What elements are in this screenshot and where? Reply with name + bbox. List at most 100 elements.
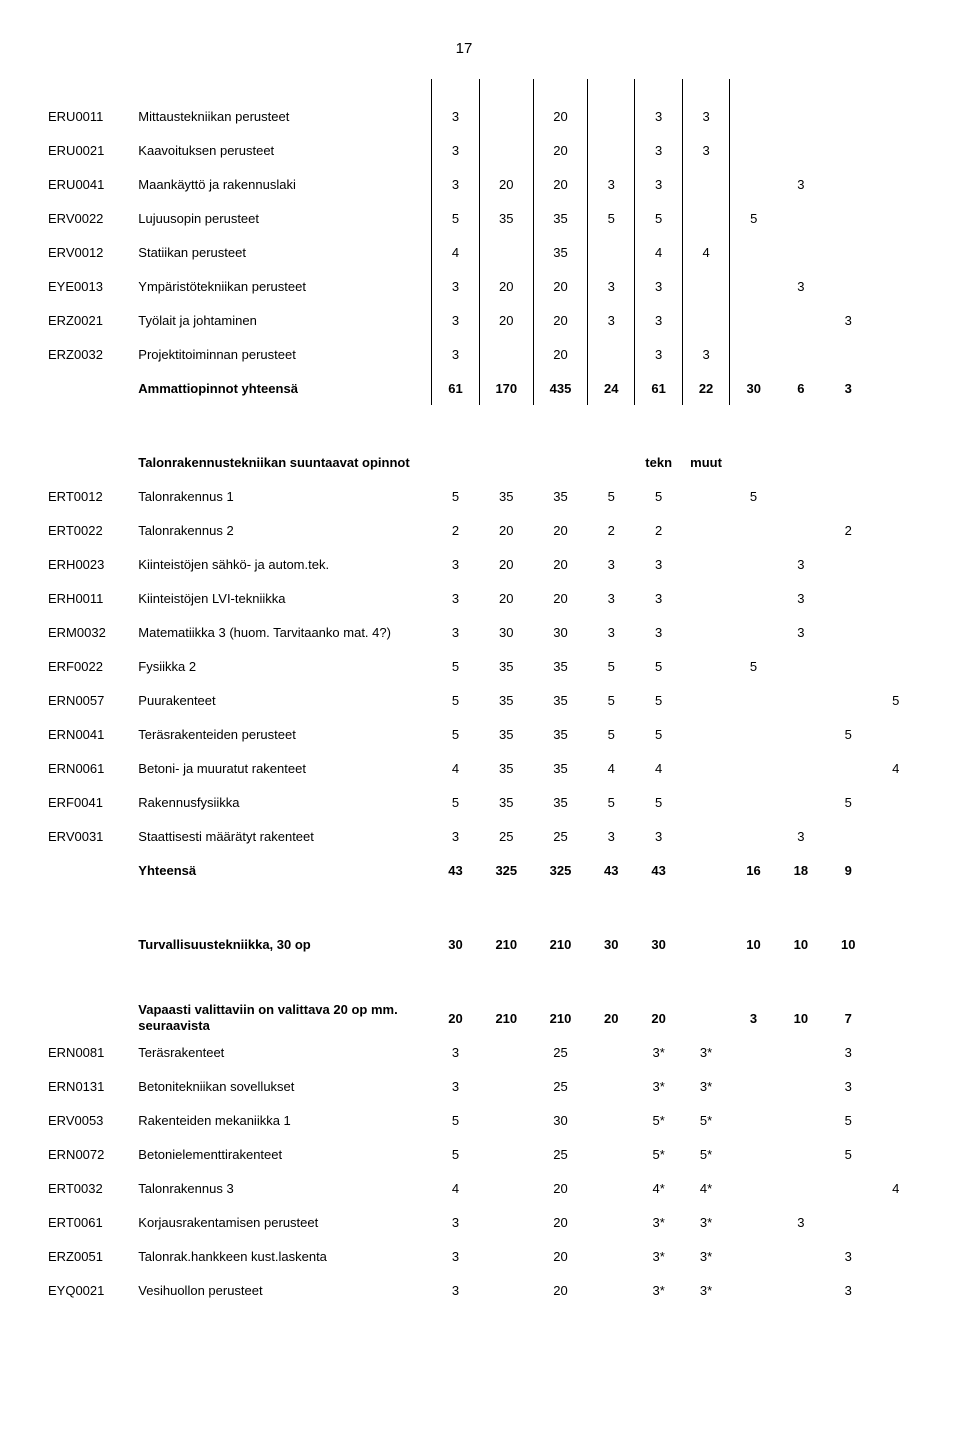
value-cell: 3 [682,133,729,167]
value-cell [730,1205,777,1239]
value-cell [588,235,635,269]
value-cell [777,513,824,547]
value-cell: 210 [479,1001,533,1035]
value-cell [777,99,824,133]
value-cell [825,99,872,133]
value-cell [777,683,824,717]
value-cell: 20 [533,1273,587,1307]
value-cell [588,1171,635,1205]
course-code: ERH0011 [48,581,138,615]
course-desc: Betoni- ja muuratut rakenteet [138,751,432,785]
value-cell: 35 [479,201,533,235]
value-cell: 5 [730,649,777,683]
value-cell: 25 [533,1137,587,1171]
value-cell [777,337,824,371]
course-code [48,371,138,405]
value-cell: 5 [730,479,777,513]
value-cell [682,927,729,961]
value-cell: 3 [432,303,479,337]
value-cell [777,751,824,785]
value-cell: 30 [479,615,533,649]
value-cell: 20 [533,1171,587,1205]
course-desc: Talonrakennus 3 [138,1171,432,1205]
value-cell: 4 [872,751,920,785]
value-cell [730,751,777,785]
course-desc: Projektitoiminnan perusteet [138,337,432,371]
value-cell: 35 [479,479,533,513]
value-cell: 35 [533,235,587,269]
value-cell: 3* [682,1205,729,1239]
value-cell: 5 [825,1103,872,1137]
value-cell [825,1171,872,1205]
value-cell: 210 [533,927,587,961]
value-cell [872,201,920,235]
course-code [48,1001,138,1035]
course-desc: Talonrak.hankkeen kust.laskenta [138,1239,432,1273]
value-cell: 10 [777,1001,824,1035]
value-cell: 20 [533,513,587,547]
value-cell [682,683,729,717]
value-cell: 20 [588,1001,635,1035]
value-cell: 5 [588,683,635,717]
course-code: ERT0061 [48,1205,138,1239]
course-code: ERZ0032 [48,337,138,371]
value-cell [777,717,824,751]
value-cell [872,1035,920,1069]
value-cell: 5 [872,683,920,717]
value-cell [872,649,920,683]
value-cell: 5* [682,1103,729,1137]
value-cell [682,853,729,887]
value-cell [872,1069,920,1103]
value-cell [588,1069,635,1103]
value-cell: 3 [777,819,824,853]
value-cell: 30 [635,927,682,961]
value-cell: 5* [635,1103,682,1137]
value-cell: 3 [432,581,479,615]
value-cell: 3 [635,269,682,303]
value-cell [825,683,872,717]
value-cell: 3 [635,167,682,201]
value-cell [777,133,824,167]
value-cell: 18 [777,853,824,887]
value-cell [872,337,920,371]
value-cell: 4* [682,1171,729,1205]
value-cell: 3 [682,337,729,371]
value-cell: 2 [635,513,682,547]
course-code: ERF0022 [48,649,138,683]
value-cell [682,547,729,581]
value-cell: 35 [533,785,587,819]
course-code: ERU0041 [48,167,138,201]
value-cell [730,269,777,303]
course-desc: Talonrakennus 1 [138,479,432,513]
value-cell [730,1239,777,1273]
value-cell: 10 [777,927,824,961]
value-cell: 3 [588,819,635,853]
value-cell [682,615,729,649]
value-cell: 5 [432,1137,479,1171]
value-cell: 25 [479,819,533,853]
value-cell: 3* [635,1035,682,1069]
course-code: ERZ0051 [48,1239,138,1273]
course-desc: Ympäristötekniikan perusteet [138,269,432,303]
value-cell: 3 [432,1239,479,1273]
value-cell [872,303,920,337]
value-cell: 5 [635,683,682,717]
value-cell [588,1205,635,1239]
course-code: EYQ0021 [48,1273,138,1307]
value-cell [588,1103,635,1137]
value-cell: 24 [588,371,635,405]
course-code: ERU0021 [48,133,138,167]
course-desc: Vapaasti valittaviin on valittava 20 op … [138,1001,432,1035]
value-cell [730,683,777,717]
value-cell [777,1239,824,1273]
value-cell: 3 [635,615,682,649]
value-cell: 5 [432,649,479,683]
value-cell: 6 [777,371,824,405]
value-cell: 5* [635,1137,682,1171]
value-cell: 4* [635,1171,682,1205]
course-desc: Ammattiopinnot yhteensä [138,371,432,405]
course-desc: Betonitekniikan sovellukset [138,1069,432,1103]
course-desc: Talonrakennus 2 [138,513,432,547]
value-cell: 5 [825,717,872,751]
value-cell: 2 [588,513,635,547]
